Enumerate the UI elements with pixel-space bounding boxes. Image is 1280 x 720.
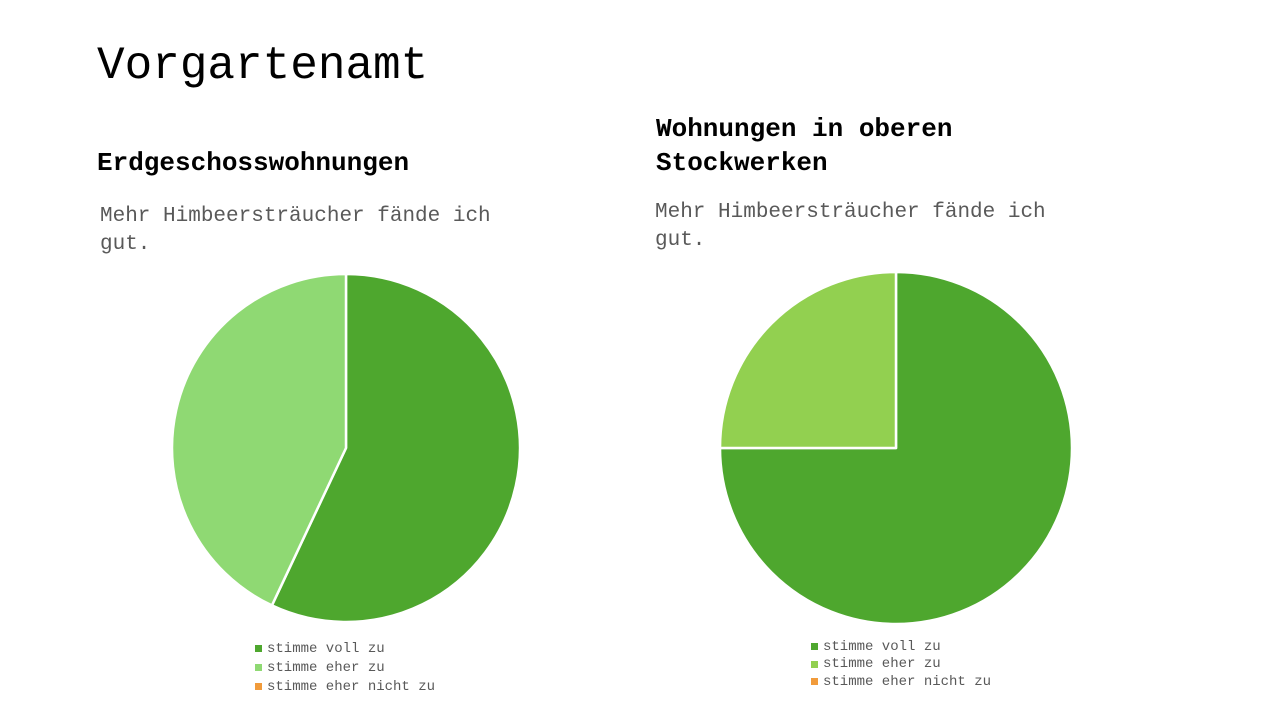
pie-slice-stimme-voll-zu <box>718 270 1074 626</box>
legend-label: stimme eher zu <box>823 656 941 673</box>
chart-1-question: Mehr Himbeersträucher fände ich gut. <box>100 205 491 256</box>
legend-label: stimme voll zu <box>267 640 385 657</box>
legend-label: stimme voll zu <box>823 638 941 655</box>
legend-item: stimme voll zu <box>255 639 435 658</box>
slide-title: Vorgartenamt <box>97 40 429 92</box>
chart-2-pie <box>718 270 1074 626</box>
legend-item: stimme eher nicht zu <box>255 677 435 696</box>
legend-item: stimme eher nicht zu <box>811 673 991 691</box>
pie-slice-stimme-eher-zu <box>170 272 348 607</box>
legend-label: stimme eher nicht zu <box>267 678 436 695</box>
legend-item: stimme eher zu <box>811 656 991 674</box>
legend-swatch <box>255 645 262 652</box>
legend-label: stimme eher zu <box>267 659 385 676</box>
legend-swatch <box>811 643 818 651</box>
chart-2-question: Mehr Himbeersträucher fände ich gut. <box>655 201 1046 252</box>
legend-swatch <box>255 683 262 690</box>
pie-slice-stimme-voll-zu <box>270 272 522 624</box>
legend-item: stimme voll zu <box>811 638 991 656</box>
legend-swatch <box>811 678 818 686</box>
chart-2-title: Wohnungen in oberen Stockwerken <box>656 114 953 178</box>
chart-1-pie <box>170 272 522 624</box>
chart-1-title: Erdgeschosswohnungen <box>97 148 410 178</box>
legend-swatch <box>255 664 262 671</box>
legend-swatch <box>811 660 818 668</box>
legend-label: stimme eher nicht zu <box>823 673 992 690</box>
chart-2-legend: stimme voll zu stimme eher zu stimme eher … <box>811 638 991 691</box>
pie-slice-stimme-eher-zu <box>718 270 898 450</box>
chart-1-legend: stimme voll zu stimme eher zu stimme eher … <box>255 639 435 696</box>
legend-item: stimme eher zu <box>255 658 435 677</box>
